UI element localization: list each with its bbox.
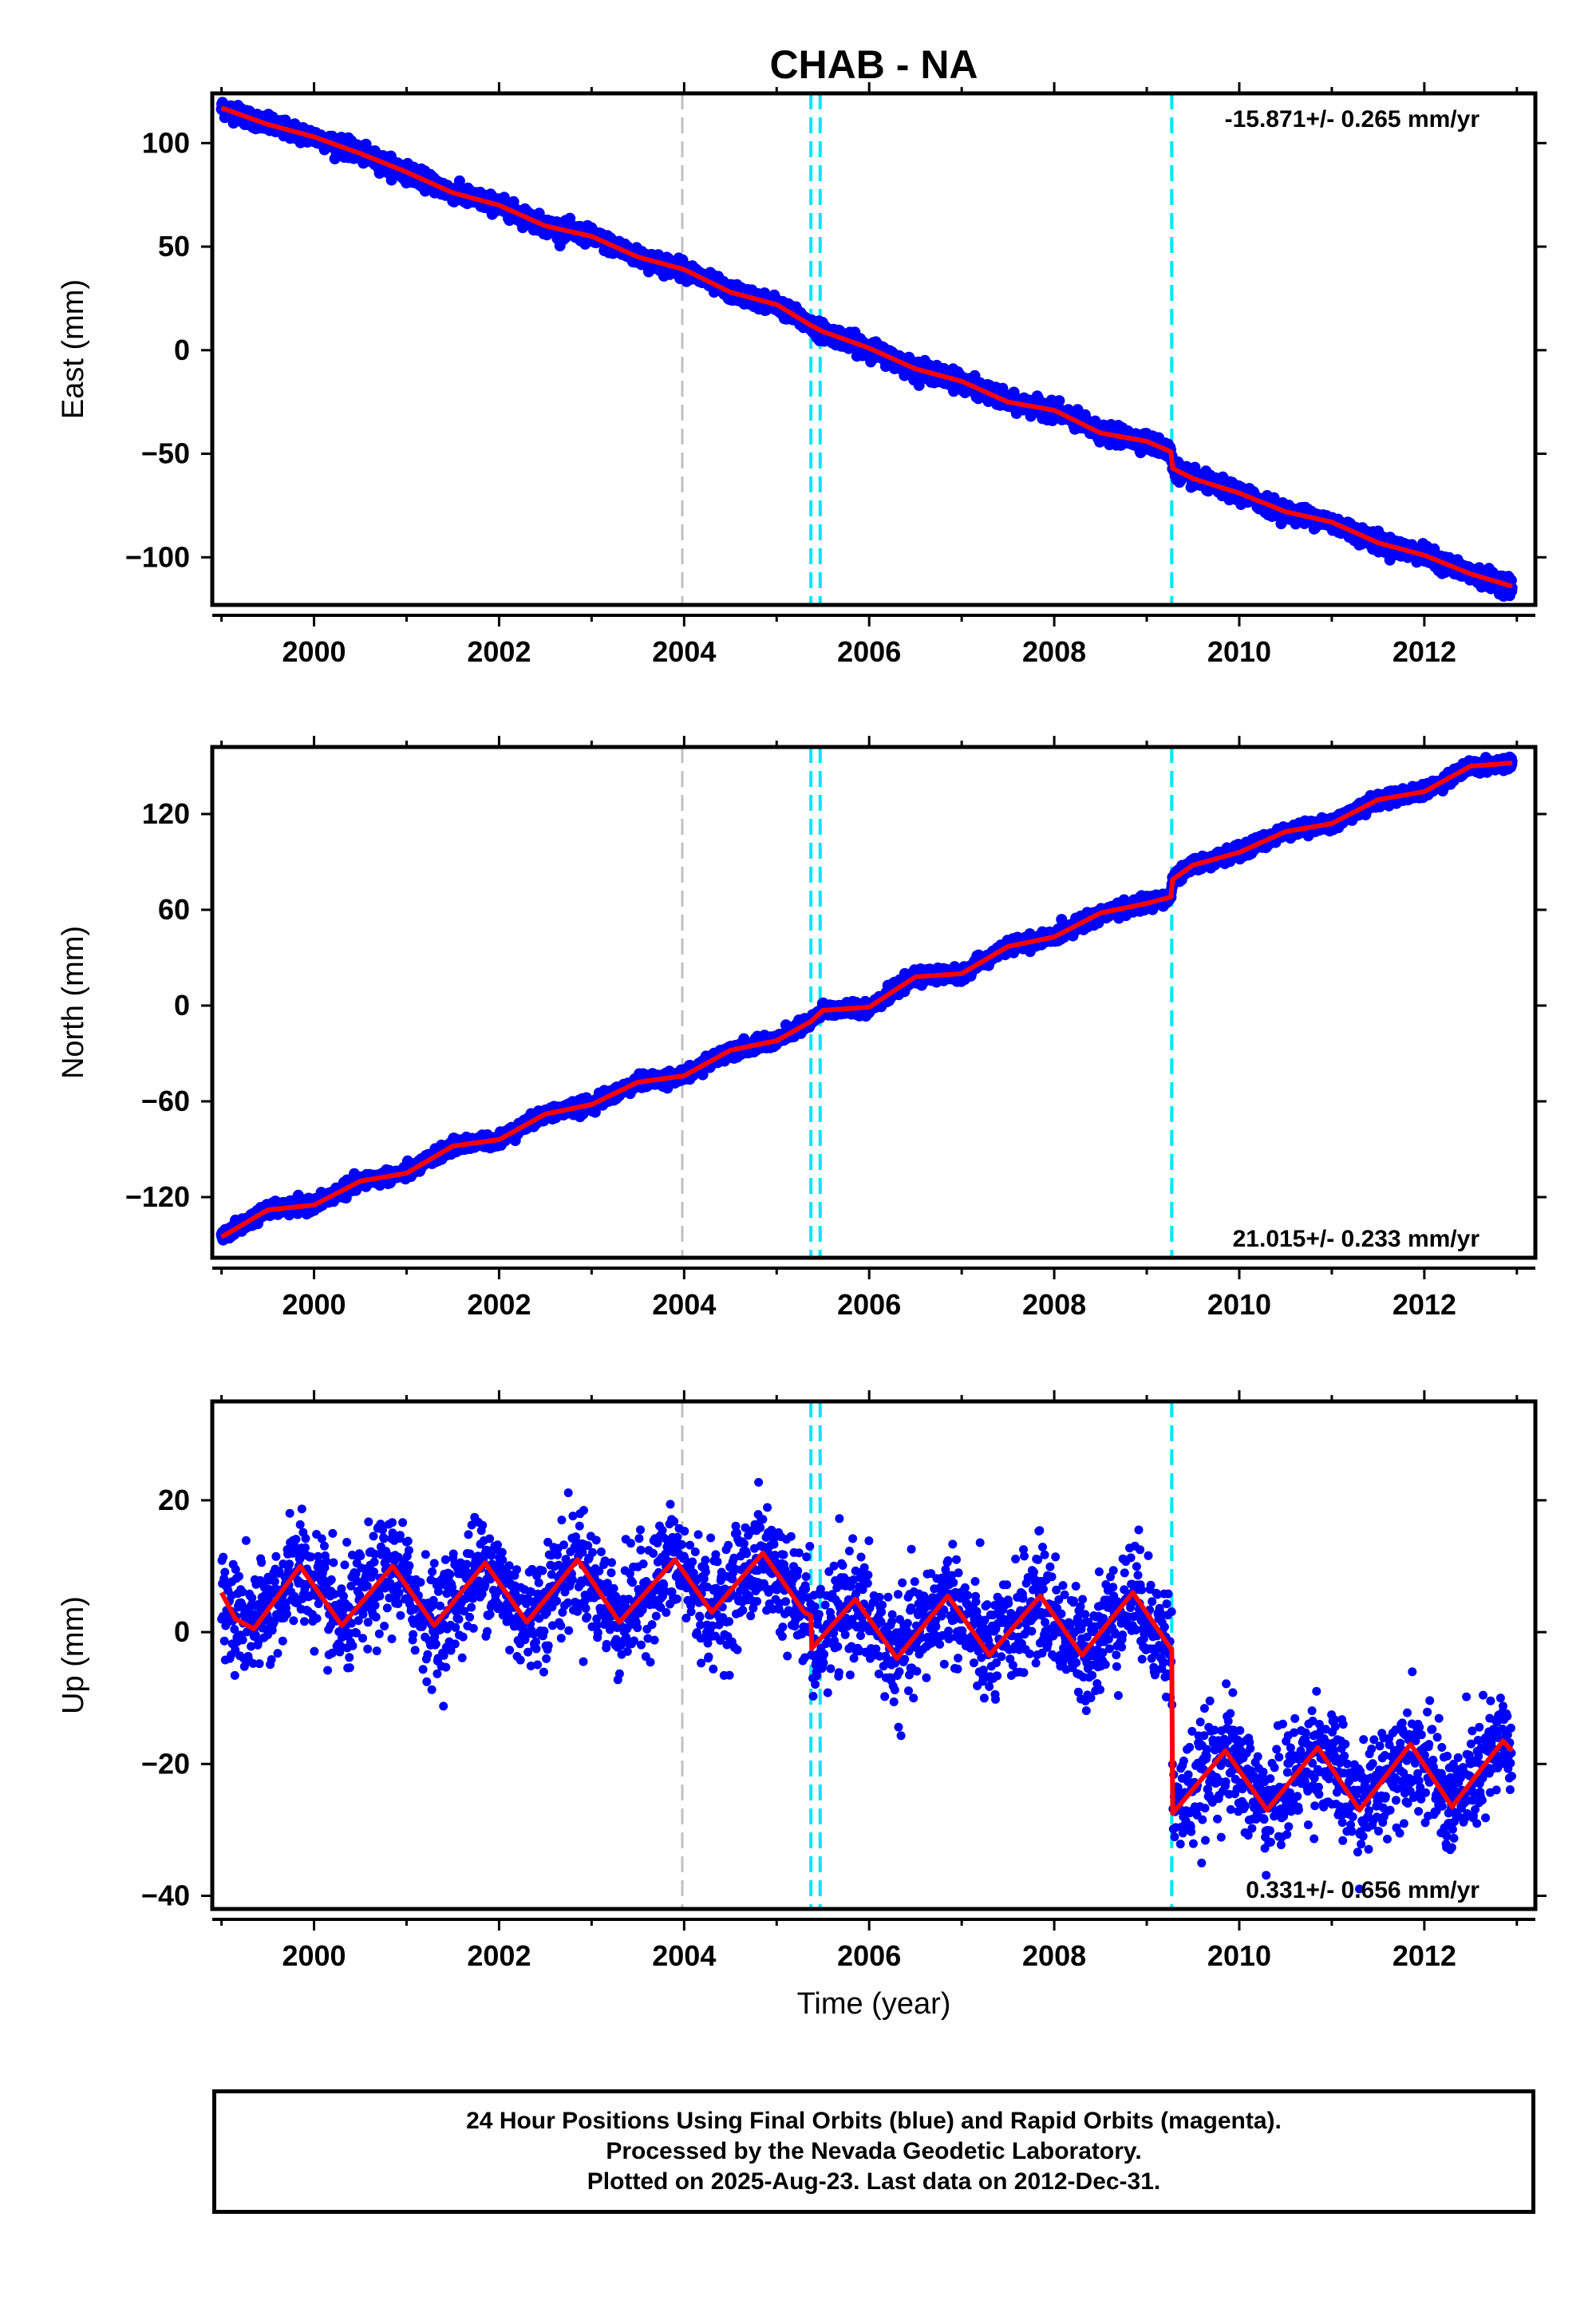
east-x-tick-label: 2012 [1393,635,1456,668]
east-y-tick-label: −50 [141,437,190,470]
east-point [453,175,465,187]
east-point [1053,395,1065,407]
east-y-tick-label: 50 [158,230,190,263]
east-y-axis-label: East (mm) [57,279,90,419]
chart-title: CHAB - NA [769,42,978,87]
east-x-tick-label: 2002 [467,635,531,668]
east-point [360,138,372,150]
east-y-tick-label: 100 [142,126,190,159]
east-x-tick-label: 2010 [1207,635,1271,668]
east-x-tick-label: 2000 [282,635,346,668]
east-y-tick-label: 0 [174,334,190,366]
east-y-tick-label: −100 [125,540,190,573]
east-model-line [220,105,1513,589]
north-panel: 2000 2002 2004 2006 2008 2010 2012120600−60−12… [57,736,1547,1321]
east-x-tick-label: 2006 [837,635,901,668]
east-x-tick-label: 2004 [652,635,716,668]
east-x-tick-label: 2008 [1022,635,1086,668]
east-rate-label: -15.871+/- 0.265 mm/yr [1225,106,1480,132]
east-panel: 2000 2002 2004 2006 2008 2010 2012 100 50 0 −50 −10… [57,82,1547,668]
